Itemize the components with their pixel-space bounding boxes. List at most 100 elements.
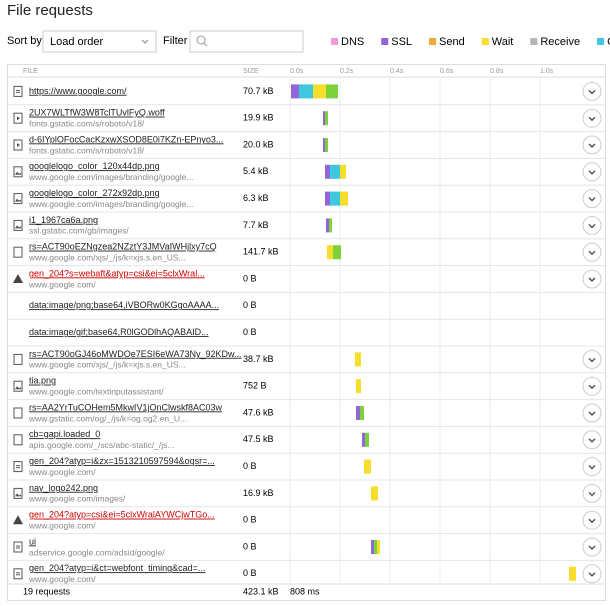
- timing-segment: [371, 540, 374, 554]
- file-size: 20.0 kB: [243, 139, 274, 149]
- image-icon: [13, 487, 23, 499]
- timing-segment: [362, 432, 365, 447]
- file-name[interactable]: cb=gapi.loaded_0: [29, 429, 100, 439]
- file-size: 0 B: [243, 327, 257, 337]
- expand-button[interactable]: [582, 349, 602, 369]
- expand-button[interactable]: [582, 81, 602, 101]
- expand-button[interactable]: [582, 564, 602, 584]
- file-name[interactable]: gen_204?atyp=i&zx=1513210597594&ogsr=...: [29, 456, 215, 466]
- timing-segment: [313, 84, 326, 99]
- legend-swatch: [381, 38, 389, 45]
- timing-segment: [325, 164, 330, 179]
- file-name[interactable]: gen_204?s=webaft&atyp=csi&ei=5clxWral...: [29, 268, 205, 278]
- column-header: SIZE: [243, 68, 259, 75]
- file-name[interactable]: googlelogo_color_120x44dp.png: [29, 161, 160, 171]
- file-name[interactable]: rs=ACT90oGJ46oMWDOe7ESI6eWA73Ny_92KDw...: [29, 349, 242, 359]
- x-tick-label: 0.0s: [290, 68, 304, 75]
- expand-button[interactable]: [582, 215, 602, 235]
- file-name[interactable]: data:image/gif;base64,R0lGODlhAQABAID...: [29, 327, 209, 337]
- file-name[interactable]: gen_204?atyp=csi&ei=5clxWralAYWCjwTGo...: [29, 510, 215, 520]
- doc-icon: [13, 568, 23, 580]
- image-icon: [15, 198, 21, 202]
- file-size: 5.4 kB: [243, 166, 269, 176]
- file-name[interactable]: 2UX7WLTfW3W8TclTUvlFyQ.woff: [29, 108, 165, 118]
- file-name[interactable]: data:image/png;base64,iVBORw0KGgoAAAA...: [29, 300, 219, 310]
- file-name[interactable]: rs=ACT90oEZNgzea2NZztY3JMVaIWHjlxy7cQ: [29, 242, 217, 252]
- timing-segment: [325, 138, 328, 152]
- file-host: www.google.com/: [28, 279, 96, 289]
- file-name[interactable]: d-6IYplOFocCacKzxwXSOD8E0i7KZn-EPnyo3...: [29, 134, 223, 144]
- image-icon: [15, 386, 21, 390]
- timing-segment: [327, 245, 333, 260]
- file-name[interactable]: googlelogo_color_272x92dp.png: [29, 188, 160, 198]
- expand-button[interactable]: [582, 135, 602, 155]
- sort-label: Sort by: [7, 35, 42, 47]
- search-icon: [196, 35, 206, 45]
- expand-button[interactable]: [582, 189, 602, 209]
- js-icon: [13, 353, 23, 365]
- file-name[interactable]: https://www.google.com/: [29, 86, 127, 96]
- expand-caret: [588, 438, 596, 443]
- file-host: www.google.com/: [28, 520, 96, 530]
- file-name[interactable]: i1_1967ca6a.png: [29, 215, 98, 225]
- expand-button[interactable]: [582, 403, 602, 423]
- file-size: 19.9 kB: [243, 113, 274, 123]
- expand-caret: [588, 250, 596, 256]
- legend-swatch: [481, 38, 489, 45]
- file-name[interactable]: gen_204?atyp=i&ct=webfont_timing&cad=...: [29, 563, 205, 573]
- timing-segment: [340, 191, 348, 206]
- js-icon: [13, 434, 23, 446]
- timing-segment: [377, 540, 380, 554]
- timing-segment: [374, 540, 377, 554]
- doc-icon: [13, 541, 23, 553]
- image-icon: [13, 380, 23, 392]
- timing-segment: [323, 138, 325, 152]
- legend-swatch: [597, 38, 605, 45]
- file-host: www.google.com/textinputassistant/: [28, 386, 164, 396]
- sort-select[interactable]: [42, 30, 157, 53]
- timing-segment: [371, 486, 378, 501]
- doc-icon: [16, 545, 20, 549]
- file-size: 38.7 kB: [243, 354, 274, 364]
- file-host: www.google.com/xjs/_/js/k=xjs.s.en_US...: [28, 360, 186, 370]
- file-size: 141.7 kB: [243, 247, 279, 257]
- expand-caret: [588, 491, 596, 497]
- file-size: 47.5 kB: [243, 434, 274, 444]
- expand-button[interactable]: [582, 162, 602, 182]
- doc-icon: [13, 85, 23, 97]
- filter-input[interactable]: [189, 30, 304, 53]
- expand-button[interactable]: [582, 242, 602, 262]
- expand-caret: [588, 465, 596, 470]
- timing-segment: [356, 379, 361, 394]
- file-size: 16.9 kB: [243, 488, 274, 498]
- filter-label: Filter: [163, 35, 188, 47]
- file-size: 752 B: [243, 381, 267, 391]
- timing-segment: [333, 245, 341, 260]
- x-tick-label: 0.6s: [440, 68, 454, 75]
- expand-button[interactable]: [582, 108, 602, 128]
- timing-segment: [325, 111, 328, 126]
- expand-button[interactable]: [582, 430, 602, 450]
- expand-button[interactable]: [582, 510, 602, 530]
- image-icon: [15, 171, 21, 175]
- doc-icon: [16, 89, 20, 93]
- timing-segment: [356, 406, 360, 420]
- file-size: 7.7 kB: [243, 220, 269, 230]
- file-name[interactable]: rs=AA2YrTuCOHem5MkwIV1jOnClwskf8AC03w: [29, 402, 222, 412]
- expand-button[interactable]: [582, 457, 602, 477]
- timing-segment: [325, 191, 330, 206]
- expand-button[interactable]: [582, 537, 602, 557]
- expand-caret: [588, 89, 596, 95]
- expand-button[interactable]: [582, 269, 602, 289]
- legend-label: Send: [439, 36, 465, 48]
- timing-segment: [360, 406, 364, 420]
- expand-button[interactable]: [582, 483, 602, 503]
- expand-button[interactable]: [582, 376, 602, 396]
- file-name[interactable]: ui: [29, 536, 36, 546]
- file-name[interactable]: nav_logo242.png: [29, 483, 98, 493]
- legend-label: Connect: [607, 36, 610, 48]
- file-name[interactable]: tia.png: [29, 376, 56, 386]
- js-icon: [13, 407, 23, 419]
- video-icon: [17, 143, 20, 147]
